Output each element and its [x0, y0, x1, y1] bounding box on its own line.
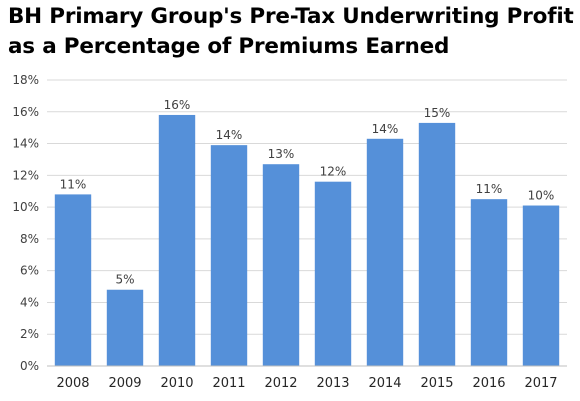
bar [522, 205, 560, 366]
y-tick-label: 2% [20, 327, 39, 341]
y-tick-label: 6% [20, 264, 39, 278]
bar [314, 181, 352, 366]
data-label: 14% [372, 122, 399, 136]
y-tick-label: 12% [12, 168, 39, 182]
y-tick-label: 16% [12, 105, 39, 119]
data-label: 13% [268, 147, 295, 161]
bar [210, 145, 248, 366]
data-label: 16% [164, 98, 191, 112]
x-tick-label: 2016 [472, 376, 505, 391]
bar [418, 122, 456, 367]
x-tick-label: 2011 [212, 376, 245, 391]
x-tick-label: 2009 [108, 376, 141, 391]
chart-title-line-1: BH Primary Group's Pre-Tax Underwriting … [8, 4, 574, 29]
x-tick-label: 2013 [316, 376, 349, 391]
bar [470, 199, 508, 366]
data-label: 12% [320, 165, 347, 179]
x-tick-label: 2015 [420, 376, 453, 391]
x-tick-label: 2012 [264, 376, 297, 391]
bar [366, 138, 404, 366]
bar [54, 194, 92, 366]
bar [262, 164, 300, 366]
data-label: 15% [424, 106, 451, 120]
bar [106, 289, 144, 366]
data-label: 10% [528, 189, 555, 203]
x-tick-label: 2014 [368, 376, 401, 391]
y-tick-label: 14% [12, 137, 39, 151]
data-label: 11% [60, 177, 87, 191]
y-tick-label: 18% [12, 73, 39, 87]
x-tick-label: 2017 [524, 376, 557, 391]
chart-title-line-2: as a Percentage of Premiums Earned [8, 34, 450, 59]
y-tick-label: 0% [20, 359, 39, 373]
data-label: 11% [476, 182, 503, 196]
y-tick-label: 10% [12, 200, 39, 214]
chart-title: BH Primary Group's Pre-Tax Underwriting … [8, 2, 574, 62]
y-tick-label: 8% [20, 232, 39, 246]
data-label: 5% [115, 273, 134, 287]
x-tick-label: 2008 [56, 376, 89, 391]
bar [158, 114, 196, 366]
x-tick-label: 2010 [160, 376, 193, 391]
y-tick-label: 4% [20, 295, 39, 309]
data-label: 14% [216, 128, 243, 142]
